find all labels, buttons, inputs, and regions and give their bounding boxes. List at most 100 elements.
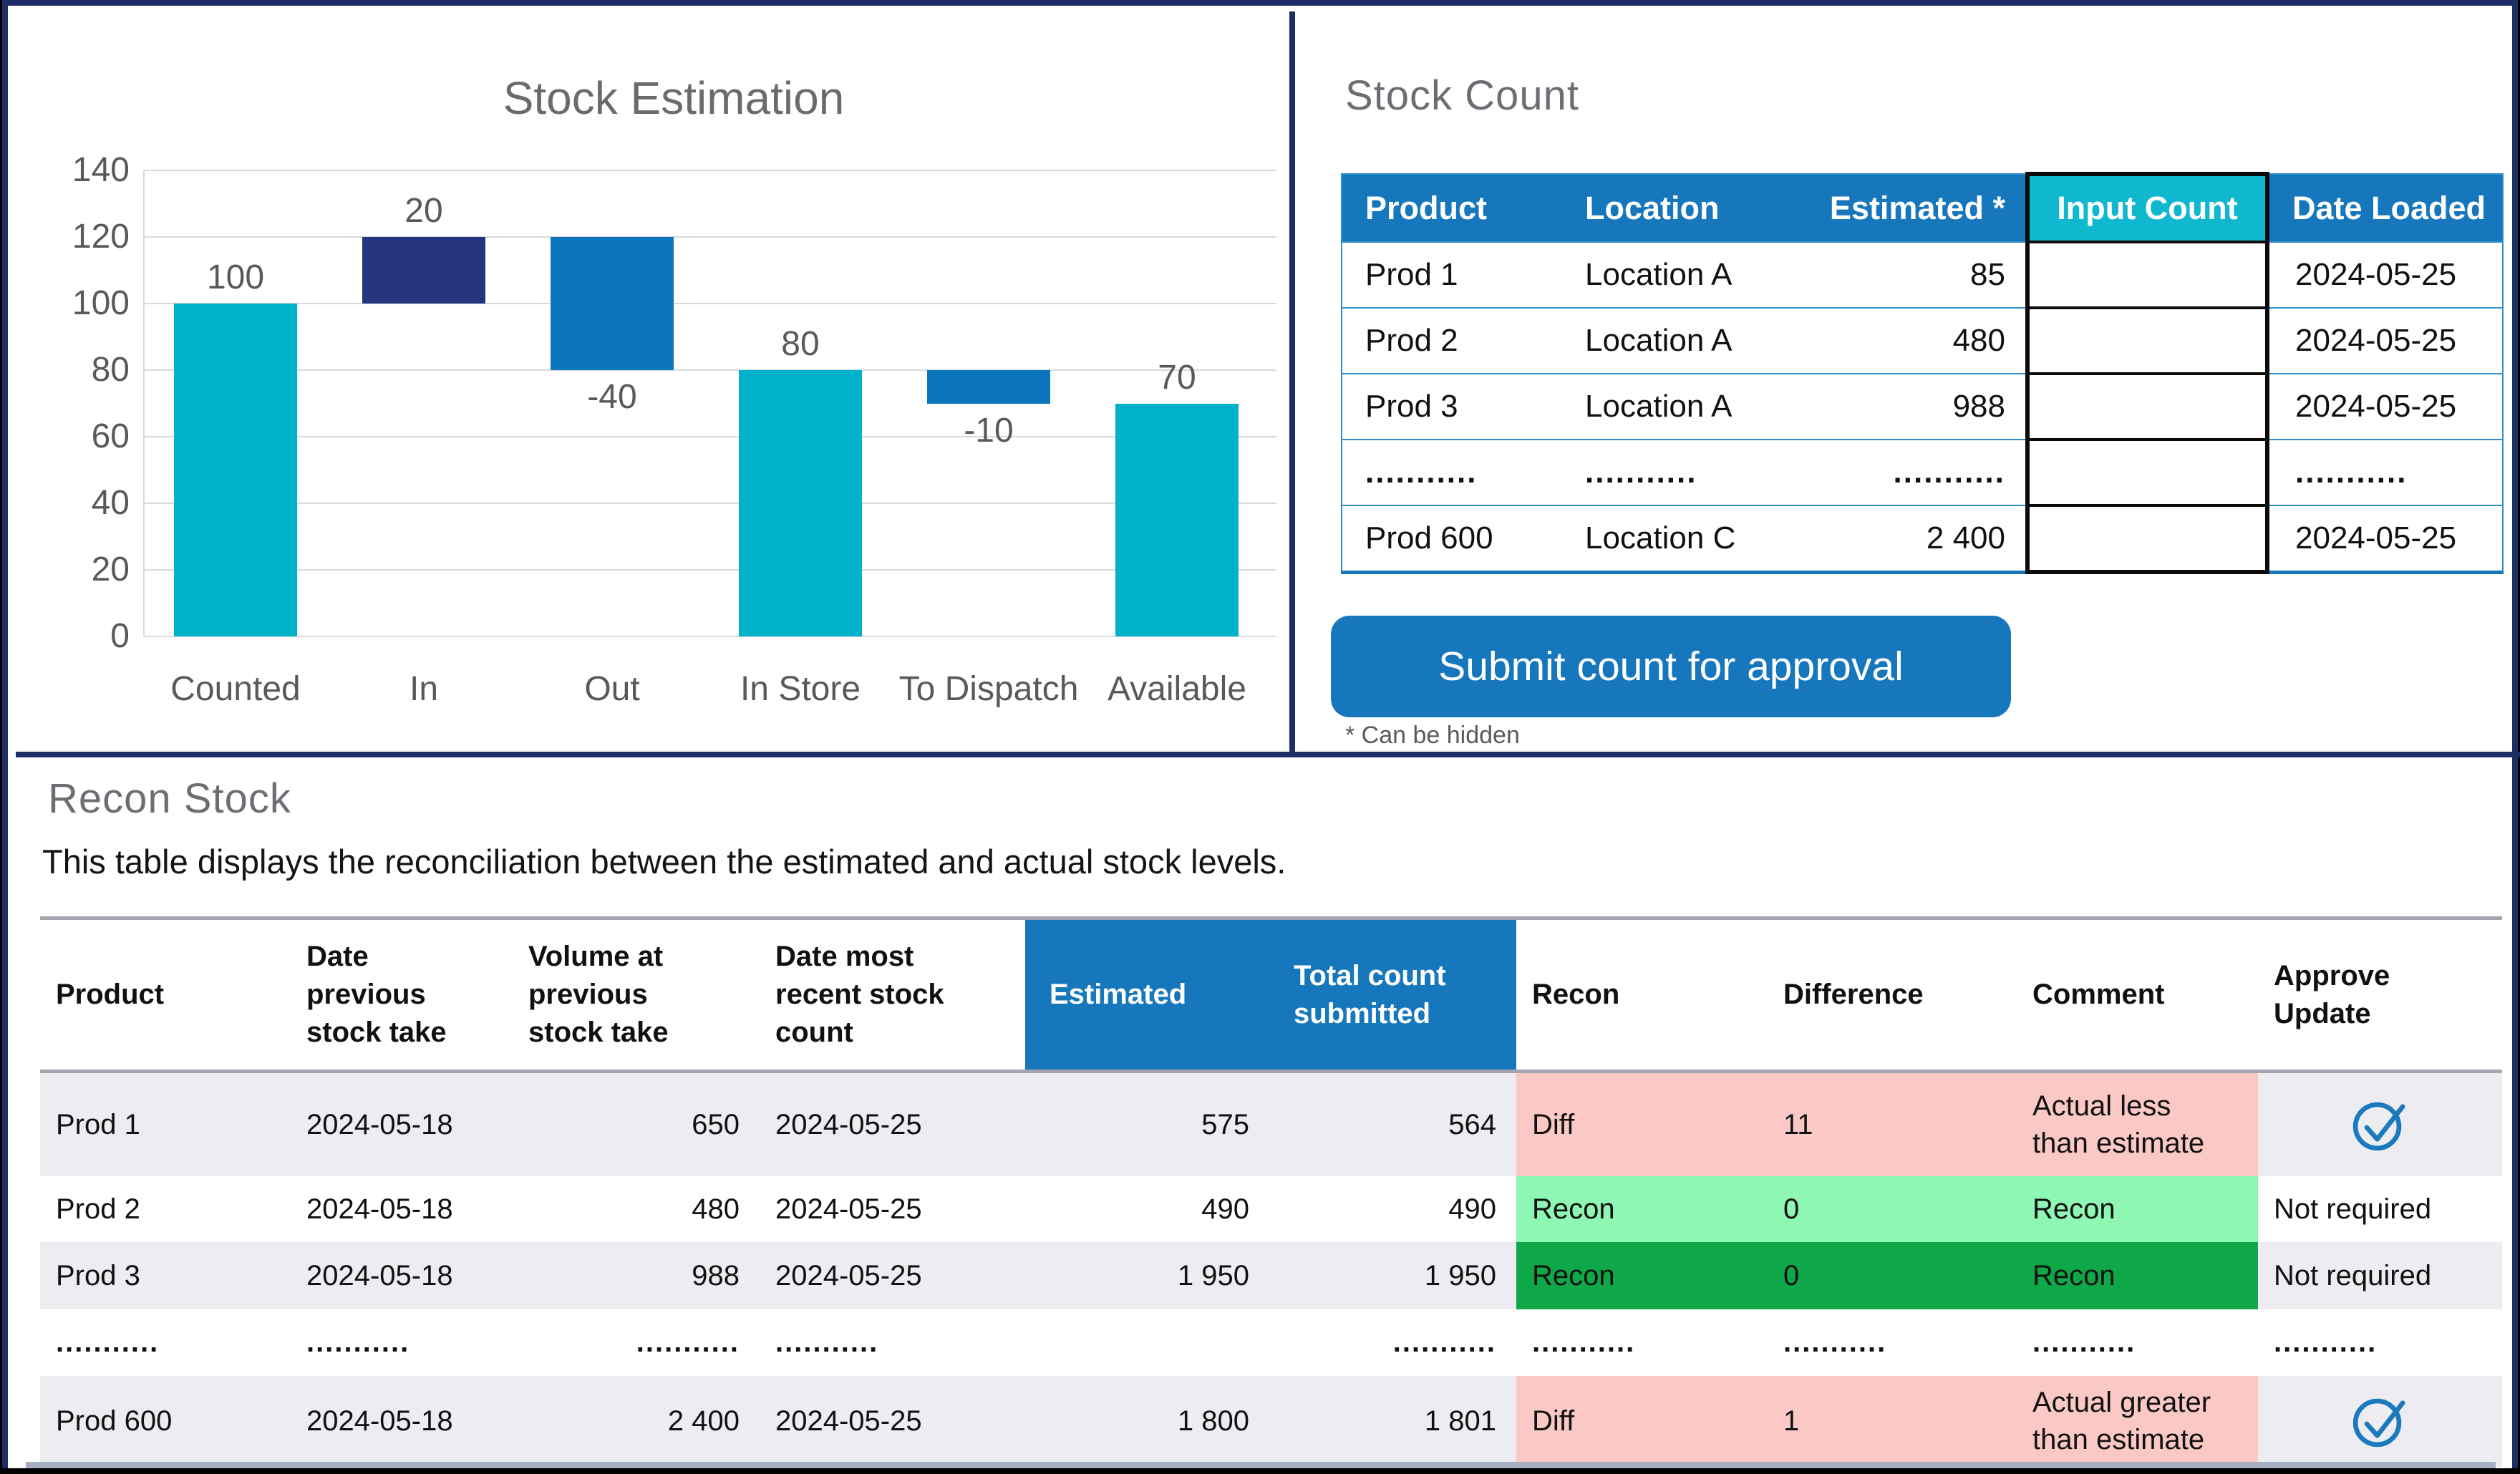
cell-approve-update: ........... xyxy=(2274,1327,2378,1358)
y-axis-tick-label: 80 xyxy=(91,351,130,389)
cell-date-previous: 2024-05-18 xyxy=(291,1241,513,1309)
col-header-product: Product xyxy=(1342,174,1562,242)
cell-estimated: 85 xyxy=(1798,241,2027,308)
cell-date-recent: 2024-05-25 xyxy=(760,1375,1025,1467)
cell-comment: Recon xyxy=(2017,1241,2258,1309)
cell-date-loaded: 2024-05-25 xyxy=(2267,241,2503,308)
cell-location: Location A xyxy=(1562,307,1798,374)
input-count-cell[interactable] xyxy=(2025,438,2269,505)
y-axis-tick-label: 0 xyxy=(110,617,130,655)
cell-volume-previous: 988 xyxy=(513,1241,760,1309)
y-axis-line xyxy=(143,170,145,636)
cell-product: Prod 1 xyxy=(1342,241,1562,308)
col-header-estimated: Estimated * xyxy=(1798,174,2027,242)
waterfall-bar-out xyxy=(551,237,674,370)
x-axis-category-label: Counted xyxy=(170,670,301,708)
cell-total-count: 1 801 xyxy=(1269,1375,1516,1467)
input-count-cell[interactable] xyxy=(2025,504,2269,574)
bar-value-label: 80 xyxy=(781,325,820,363)
cell-difference: 0 xyxy=(1768,1175,2017,1242)
cell-difference: ........... xyxy=(1783,1327,1887,1358)
waterfall-bar-counted xyxy=(174,304,297,636)
x-axis-category-label: In Store xyxy=(740,670,861,708)
cell-product: Prod 3 xyxy=(40,1241,291,1309)
cell-difference: 11 xyxy=(1768,1071,2017,1176)
cell-date-recent: 2024-05-25 xyxy=(760,1071,1025,1176)
gridline xyxy=(144,636,1276,637)
cell-estimated xyxy=(1025,1309,1269,1376)
submit-count-button[interactable]: Submit count for approval xyxy=(1331,616,2011,717)
cell-product: Prod 600 xyxy=(1342,505,1562,572)
cell-recon: ........... xyxy=(1532,1327,1636,1358)
cell-date-previous: ........... xyxy=(306,1327,410,1358)
col-header-volume-previous: Volume at previous stock take xyxy=(513,916,760,1073)
cell-date-previous: 2024-05-18 xyxy=(306,1193,453,1225)
cell-date-loaded: ........... xyxy=(2267,439,2503,505)
stock-count-header-row: Product Location Estimated * Input Count… xyxy=(1342,172,2503,243)
cell-product: ........... xyxy=(1342,439,1562,505)
bar-value-label: -10 xyxy=(964,411,1014,450)
stock-count-title: Stock Count xyxy=(1345,72,1579,119)
cell-location: Location C xyxy=(1562,505,1798,572)
cell-difference: 1 xyxy=(1768,1375,2017,1467)
gridline xyxy=(144,436,1276,437)
cell-date-recent: ........... xyxy=(775,1327,879,1358)
approve-check-icon[interactable] xyxy=(2350,1095,2410,1155)
stock-count-table: Product Location Estimated * Input Count… xyxy=(1341,172,2504,574)
recon-header-row: Product Date previous stock take Volume … xyxy=(40,916,2502,1073)
cell-volume-previous: 2 400 xyxy=(513,1375,760,1467)
can-be-hidden-footnote: * Can be hidden xyxy=(1345,722,1520,749)
recon-row: Prod 2 2024-05-18 480 2024-05-25 490 490 Recon… xyxy=(40,1175,2502,1242)
y-axis-tick-label: 120 xyxy=(72,218,130,256)
cell-volume-previous: ........... xyxy=(636,1327,740,1358)
cell-estimated: ........... xyxy=(1798,439,2027,505)
cell-location: Location A xyxy=(1562,373,1798,440)
waterfall-bar-in xyxy=(362,237,485,304)
waterfall-bar-to-dispatch xyxy=(927,370,1050,404)
recon-row: Prod 600 2024-05-18 2 400 2024-05-25 1 800 1 … xyxy=(40,1375,2502,1467)
col-header-date-recent: Date most recent stock count xyxy=(760,916,1025,1073)
col-header-estimated: Estimated xyxy=(1025,916,1269,1073)
bottom-cutoff-strip xyxy=(26,1462,2496,1468)
cell-approve-update[interactable] xyxy=(2258,1375,2502,1467)
gridline xyxy=(144,236,1276,238)
col-header-input-count: Input Count xyxy=(2025,172,2269,243)
recon-row: Prod 1 2024-05-18 650 2024-05-25 575 564 Diff 1… xyxy=(40,1071,2502,1176)
col-header-approve-update: Approve Update xyxy=(2258,916,2502,1073)
cell-date-previous: 2024-05-18 xyxy=(291,1375,513,1467)
input-count-cell[interactable] xyxy=(2025,306,2269,374)
gridline xyxy=(144,303,1276,304)
y-axis-tick-label: 40 xyxy=(91,484,130,522)
cell-estimated: 480 xyxy=(1798,307,2027,374)
bar-value-label: 70 xyxy=(1158,358,1196,397)
col-header-total-count: Total count submitted xyxy=(1269,916,1516,1073)
cell-estimated: 1 950 xyxy=(1025,1241,1269,1309)
bar-value-label: 20 xyxy=(404,192,443,230)
cell-product: Prod 600 xyxy=(40,1375,291,1467)
cell-date-previous: 2024-05-18 xyxy=(291,1071,513,1176)
col-header-recon: Recon xyxy=(1516,916,1768,1073)
input-count-cell[interactable] xyxy=(2025,372,2269,440)
cell-location: Location A xyxy=(1562,241,1798,308)
gridline xyxy=(144,503,1276,504)
panel-divider-horizontal xyxy=(16,752,2520,757)
cell-estimated: 1 800 xyxy=(1025,1375,1269,1467)
x-axis-category-label: Available xyxy=(1108,670,1246,708)
waterfall-bar-in-store xyxy=(739,370,862,636)
recon-stock-table: Product Date previous stock take Volume … xyxy=(40,916,2502,1467)
cell-approve-update[interactable] xyxy=(2258,1071,2502,1176)
cell-total-count: 1 950 xyxy=(1269,1241,1516,1309)
cell-estimated: 988 xyxy=(1798,373,2027,440)
col-header-product: Product xyxy=(40,916,291,1073)
cell-recon: Recon xyxy=(1516,1241,1768,1309)
cell-volume-previous: 650 xyxy=(513,1071,760,1176)
approve-check-icon[interactable] xyxy=(2350,1391,2410,1451)
cell-recon: Recon xyxy=(1516,1175,1768,1242)
input-count-cell[interactable] xyxy=(2025,241,2269,308)
recon-stock-description: This table displays the reconciliation b… xyxy=(42,843,1286,881)
cell-approve-update: Not required xyxy=(2274,1193,2432,1225)
col-header-date-loaded: Date Loaded xyxy=(2267,174,2503,242)
cell-product: Prod 2 xyxy=(56,1193,140,1225)
